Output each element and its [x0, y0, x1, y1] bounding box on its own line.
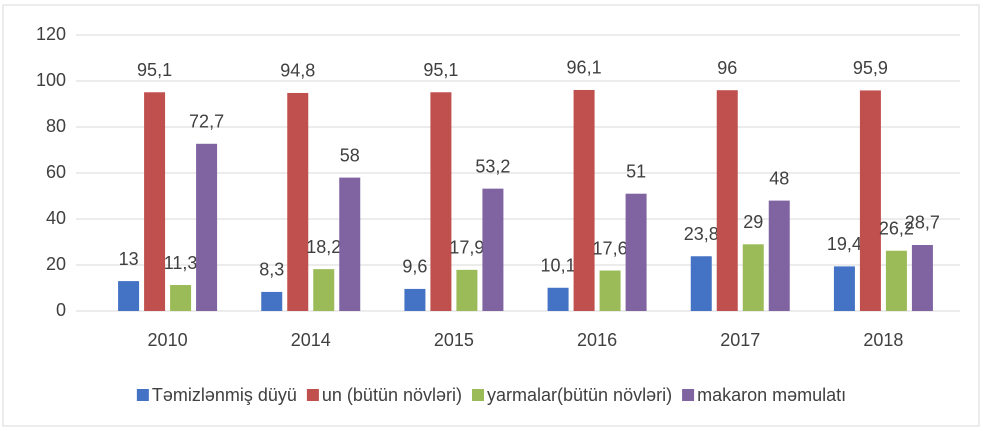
data-label: 94,8 — [280, 61, 315, 81]
data-label: 29 — [743, 212, 763, 232]
bar — [170, 285, 192, 311]
legend-label: yarmalar(bütün növləri) — [487, 385, 672, 405]
data-label: 96,1 — [567, 58, 602, 78]
x-tick-label: 2014 — [291, 330, 331, 350]
bar — [547, 287, 569, 311]
data-label: 18,2 — [306, 237, 341, 257]
data-label: 95,1 — [423, 60, 458, 80]
data-label: 17,9 — [449, 238, 484, 258]
y-tick-label: 80 — [46, 116, 66, 136]
bar — [599, 270, 621, 311]
legend-swatch — [682, 389, 695, 401]
legend-label: un (bütün növləri) — [322, 385, 462, 405]
bar — [859, 90, 881, 312]
y-tick-label: 20 — [46, 254, 66, 274]
data-label: 26,2 — [879, 218, 914, 238]
data-label: 48 — [769, 168, 789, 188]
bar — [742, 244, 764, 311]
y-tick-label: 100 — [36, 70, 66, 90]
bar — [482, 188, 504, 311]
x-tick-label: 2017 — [720, 330, 760, 350]
data-label: 10,1 — [541, 256, 576, 276]
legend: Təmizlənmiş düyü un (bütün növləri) yarmal… — [136, 385, 846, 405]
legend-swatch — [306, 389, 319, 401]
data-label: 9,6 — [402, 257, 427, 277]
legend-label: Təmizlənmiş düyü — [152, 385, 297, 405]
x-tick-label: 2015 — [434, 330, 474, 350]
bar — [261, 291, 283, 311]
y-tick-label: 40 — [46, 208, 66, 228]
bar — [144, 92, 166, 312]
data-label: 11,3 — [164, 253, 198, 273]
bar — [716, 90, 738, 311]
data-label: 51 — [626, 161, 646, 181]
data-label: 96 — [717, 58, 737, 78]
legend-label: makaron məmulatı — [697, 385, 846, 405]
bar — [833, 266, 855, 311]
x-tick-label: 2010 — [148, 330, 188, 350]
bar — [196, 143, 218, 311]
bar — [118, 281, 140, 311]
y-tick-label: 60 — [46, 162, 66, 182]
bar — [911, 244, 933, 311]
data-label: 13 — [119, 249, 139, 269]
data-label: 95,1 — [137, 60, 172, 80]
bar — [690, 256, 712, 311]
data-label: 19,4 — [827, 234, 862, 254]
bar — [313, 269, 335, 311]
data-label: 23,8 — [684, 224, 719, 244]
x-tick-label: 2016 — [577, 330, 617, 350]
y-tick-label: 0 — [56, 300, 66, 320]
bar — [885, 250, 907, 311]
data-label: 58 — [340, 145, 360, 165]
bar — [573, 89, 595, 311]
bar — [339, 177, 361, 311]
data-label: 95,9 — [853, 58, 888, 78]
bar — [287, 92, 309, 312]
x-tick-label: 2018 — [863, 330, 903, 350]
bar — [456, 269, 478, 311]
legend-swatch — [472, 389, 484, 401]
bar — [404, 288, 426, 311]
data-label: 17,6 — [593, 238, 628, 258]
bar — [430, 92, 452, 312]
legend-swatch — [136, 389, 149, 401]
bar — [625, 193, 647, 311]
data-label: 8,3 — [259, 260, 284, 280]
data-label: 72,7 — [189, 112, 224, 132]
data-label: 53,2 — [475, 156, 510, 176]
y-tick-label: 120 — [36, 24, 66, 44]
bar — [768, 200, 790, 311]
data-label: 28,7 — [905, 213, 940, 233]
